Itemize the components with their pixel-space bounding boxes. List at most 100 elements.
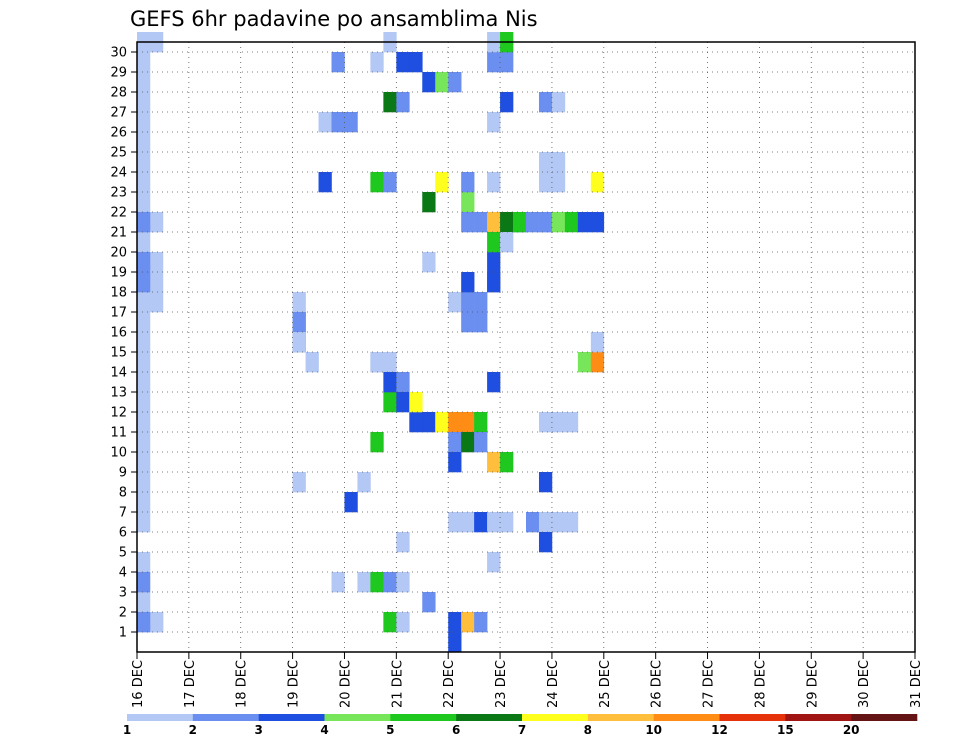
heatmap-cell	[292, 312, 306, 333]
x-axis-ticks: 16 DEC 17 DEC 18 DEC 19 DEC 20 DEC 21 DEC 22 D…	[131, 652, 924, 708]
colorbar-swatch	[324, 714, 391, 721]
heatmap-cell	[564, 412, 579, 433]
colorbar-swatch	[851, 714, 918, 721]
y-tick-label: 24	[110, 166, 127, 181]
heatmap-cell	[500, 212, 514, 233]
x-tick-label: 25 DEC	[598, 660, 613, 708]
y-tick-label: 17	[110, 306, 127, 321]
heatmap-cell	[448, 432, 462, 453]
y-tick-label: 6	[119, 526, 127, 541]
heatmap-cell	[461, 172, 475, 193]
colorbar-label: 5	[386, 723, 394, 737]
y-tick-label: 19	[110, 266, 127, 281]
heatmap-cell	[137, 552, 151, 573]
heatmap-cell	[137, 472, 151, 493]
heatmap-cell	[137, 72, 151, 93]
heatmap-cell	[487, 252, 501, 273]
x-tick-label: 27 DEC	[702, 660, 717, 708]
colorbar-swatch	[653, 714, 720, 721]
heatmap-cell	[435, 72, 449, 93]
heatmap-cell	[409, 52, 423, 73]
colorbar-swatch	[587, 714, 654, 721]
heatmap-cell	[448, 452, 462, 473]
heatmap-cell	[487, 212, 501, 233]
heatmap-cell	[551, 512, 566, 533]
y-tick-label: 26	[110, 126, 127, 141]
heatmap-cell	[538, 472, 553, 493]
heatmap-cell	[422, 192, 436, 213]
heatmap-cell	[538, 412, 553, 433]
heatmap-cell	[318, 172, 332, 193]
heatmap-cell	[292, 292, 306, 313]
heatmap-cell	[396, 532, 410, 553]
heatmap-cell	[487, 52, 501, 73]
heatmap-cell	[590, 172, 605, 193]
x-tick-label: 31 DEC	[909, 660, 924, 708]
colorbar-label: 6	[452, 723, 460, 737]
heatmap-cell	[487, 552, 501, 573]
colorbar-label: 12	[711, 723, 728, 737]
heatmap-cell	[538, 172, 553, 193]
heatmap-cell	[331, 52, 345, 73]
heatmap-cell	[551, 412, 566, 433]
heatmap-cell	[137, 332, 151, 353]
y-tick-label: 29	[110, 66, 127, 81]
colorbar-label: 15	[777, 723, 794, 737]
heatmap-cell	[461, 272, 475, 293]
heatmap-cell	[474, 432, 488, 453]
colorbar-swatch	[785, 714, 852, 721]
heatmap-cell	[474, 512, 488, 533]
y-tick-label: 25	[110, 146, 127, 161]
heatmap-cell	[461, 612, 475, 633]
heatmap-cell	[383, 572, 397, 593]
heatmap-cell	[396, 52, 410, 73]
y-tick-label: 20	[110, 246, 127, 261]
heatmap-cell	[383, 352, 397, 373]
heatmap-cell	[137, 312, 151, 333]
heatmap-cell	[331, 572, 345, 593]
heatmap-cell	[370, 352, 384, 373]
heatmap-cell	[487, 452, 501, 473]
colorbar-swatch	[390, 714, 457, 721]
heatmap-cell	[487, 372, 501, 393]
heatmap-cell	[409, 412, 423, 433]
colorbar-swatch	[127, 714, 194, 721]
heatmap-cell	[370, 432, 384, 453]
colorbar-label: 10	[645, 723, 662, 737]
heatmap-cell	[422, 412, 436, 433]
heatmap-cell	[538, 512, 553, 533]
heatmap-cell	[448, 612, 462, 633]
heatmap-cell	[474, 292, 488, 313]
x-tick-label: 16 DEC	[131, 660, 146, 708]
heatmap-cell	[448, 72, 462, 93]
heatmap-cell	[137, 272, 151, 293]
heatmap-cell	[538, 92, 553, 113]
heatmap-cell	[137, 392, 151, 413]
y-tick-label: 16	[110, 326, 127, 341]
colorbar-label: 3	[254, 723, 262, 737]
colorbar: 1 2 3 4 5 6 7 8 10 12 15 20	[123, 714, 918, 737]
heatmap-cell	[551, 152, 566, 173]
colorbar-label: 1	[123, 723, 131, 737]
heatmap-cell	[149, 612, 164, 633]
colorbar-label: 7	[518, 723, 526, 737]
heatmap-cell	[538, 532, 553, 553]
heatmap-cell	[137, 592, 151, 613]
heatmap-cell	[500, 232, 514, 253]
heatmap-cell	[149, 212, 164, 233]
y-tick-label: 9	[119, 466, 127, 481]
heatmap-cell	[149, 272, 164, 293]
x-tick-label: 30 DEC	[857, 660, 872, 708]
heatmap-cell	[487, 512, 501, 533]
x-tick-label: 21 DEC	[390, 660, 405, 708]
heatmap-cell	[383, 92, 397, 113]
heatmap-cell	[357, 572, 371, 593]
heatmap-cell	[292, 472, 306, 493]
heatmap-cell	[396, 392, 410, 413]
y-tick-label: 3	[119, 586, 127, 601]
heatmap-cell	[487, 272, 501, 293]
heatmap-cell	[551, 212, 566, 233]
x-tick-label: 17 DEC	[183, 660, 198, 708]
x-tick-label: 19 DEC	[287, 660, 302, 708]
